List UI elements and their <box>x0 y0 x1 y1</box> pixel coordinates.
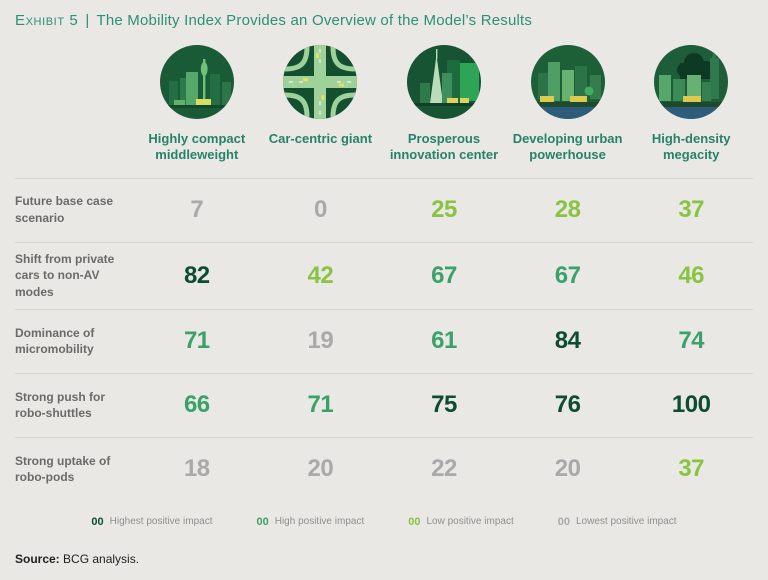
legend-swatch-highest: 00 <box>91 515 104 528</box>
table-header-row: Highly compact middleweight <box>15 45 753 164</box>
column-header-prosperous-innovation-center: Prosperous innovation center <box>382 45 506 164</box>
source-note: Source: BCG analysis. <box>15 552 139 566</box>
column-header-highly-compact-middleweight: Highly compact middleweight <box>135 45 259 164</box>
legend-item-high: 00 High positive impact <box>256 516 364 528</box>
cell-value: 76 <box>554 391 581 419</box>
cell-value: 25 <box>431 196 457 223</box>
cell-value: 100 <box>671 391 711 419</box>
legend-item-highest: 00 Highest positive impact <box>91 516 212 528</box>
cell-value: 71 <box>307 391 334 419</box>
title-separator: | <box>85 12 90 29</box>
cell-value: 84 <box>554 327 581 355</box>
column-label: Prosperous innovation center <box>389 131 499 163</box>
dense-megacity-icon <box>654 45 729 119</box>
cell-value: 66 <box>183 391 210 419</box>
legend-label: Low positive impact <box>426 516 514 528</box>
cell-value: 37 <box>678 196 705 223</box>
impact-legend: 00 Highest positive impact 00 High posit… <box>15 501 753 540</box>
column-header-developing-urban-powerhouse: Developing urban powerhouse <box>506 45 630 164</box>
cell-value: 18 <box>183 455 210 483</box>
legend-label: Lowest positive impact <box>575 516 677 528</box>
table-row-dominance-of-micromobility: Dominance of micromobility 71 19 61 84 7… <box>15 308 753 373</box>
source-label: Source: <box>15 552 60 566</box>
row-label: Shift from private cars to non-AV modes <box>15 251 115 300</box>
legend-swatch-high: 00 <box>256 515 269 528</box>
row-label: Strong push for robo-shuttles <box>15 389 105 421</box>
cell-value: 75 <box>431 391 457 419</box>
legend-item-low: 00 Low positive impact <box>408 516 514 528</box>
legend-swatch-low: 00 <box>408 515 421 528</box>
cell-value: 46 <box>678 261 705 289</box>
cell-value: 82 <box>183 261 210 289</box>
row-label: Strong uptake of robo-pods <box>15 453 111 485</box>
developing-city-icon <box>530 45 605 119</box>
legend-swatch-lowest: 00 <box>557 515 570 528</box>
cell-value: 20 <box>554 455 581 483</box>
cell-value: 67 <box>554 261 581 289</box>
mobility-index-table: Highly compact middleweight <box>15 45 753 540</box>
column-label: Developing urban powerhouse <box>512 131 623 163</box>
cell-value: 20 <box>307 455 334 483</box>
row-label: Future base case scenario <box>15 194 114 225</box>
cell-value: 0 <box>313 196 327 223</box>
column-label: Car-centric giant <box>268 131 373 146</box>
compact-city-skyline-icon <box>159 45 234 119</box>
column-label: High-density megacity <box>651 131 731 163</box>
column-header-car-centric-giant: Car-centric giant <box>259 45 383 147</box>
legend-item-lowest: 00 Lowest positive impact <box>558 516 677 528</box>
cell-value: 67 <box>431 261 457 289</box>
exhibit-number-label: Exhibit 5 <box>15 12 79 29</box>
highway-interchange-icon <box>283 45 358 119</box>
exhibit-title: Exhibit 5 | The Mobility Index Provides an… <box>0 0 768 35</box>
cell-value: 71 <box>183 327 210 355</box>
legend-label: Highest positive impact <box>109 516 213 528</box>
cell-value: 7 <box>190 196 204 223</box>
column-label: Highly compact middleweight <box>148 131 246 163</box>
cell-value: 74 <box>678 327 705 355</box>
cell-value: 22 <box>431 455 457 483</box>
row-label: Dominance of micromobility <box>15 325 95 357</box>
cell-value: 61 <box>431 327 457 355</box>
column-header-high-density-megacity: High-density megacity <box>629 45 753 164</box>
cell-value: 42 <box>307 261 334 289</box>
table-row-shift-from-private-cars: Shift from private cars to non-AV modes … <box>15 241 753 309</box>
cell-value: 28 <box>554 196 581 223</box>
cell-value: 19 <box>307 327 334 355</box>
legend-label: High positive impact <box>274 516 365 528</box>
table-row-future-base-case: Future base case scenario 7 0 25 28 37 <box>15 177 753 242</box>
source-text: BCG analysis. <box>59 552 140 566</box>
cell-value: 37 <box>678 455 705 483</box>
title-text: The Mobility Index Provides an Overview … <box>96 12 533 29</box>
table-row-strong-push-robo-shuttles: Strong push for robo-shuttles 66 71 75 7… <box>15 372 753 437</box>
skyscraper-district-icon <box>406 45 481 119</box>
table-row-strong-uptake-robo-pods: Strong uptake of robo-pods 18 20 22 20 3… <box>15 436 753 501</box>
